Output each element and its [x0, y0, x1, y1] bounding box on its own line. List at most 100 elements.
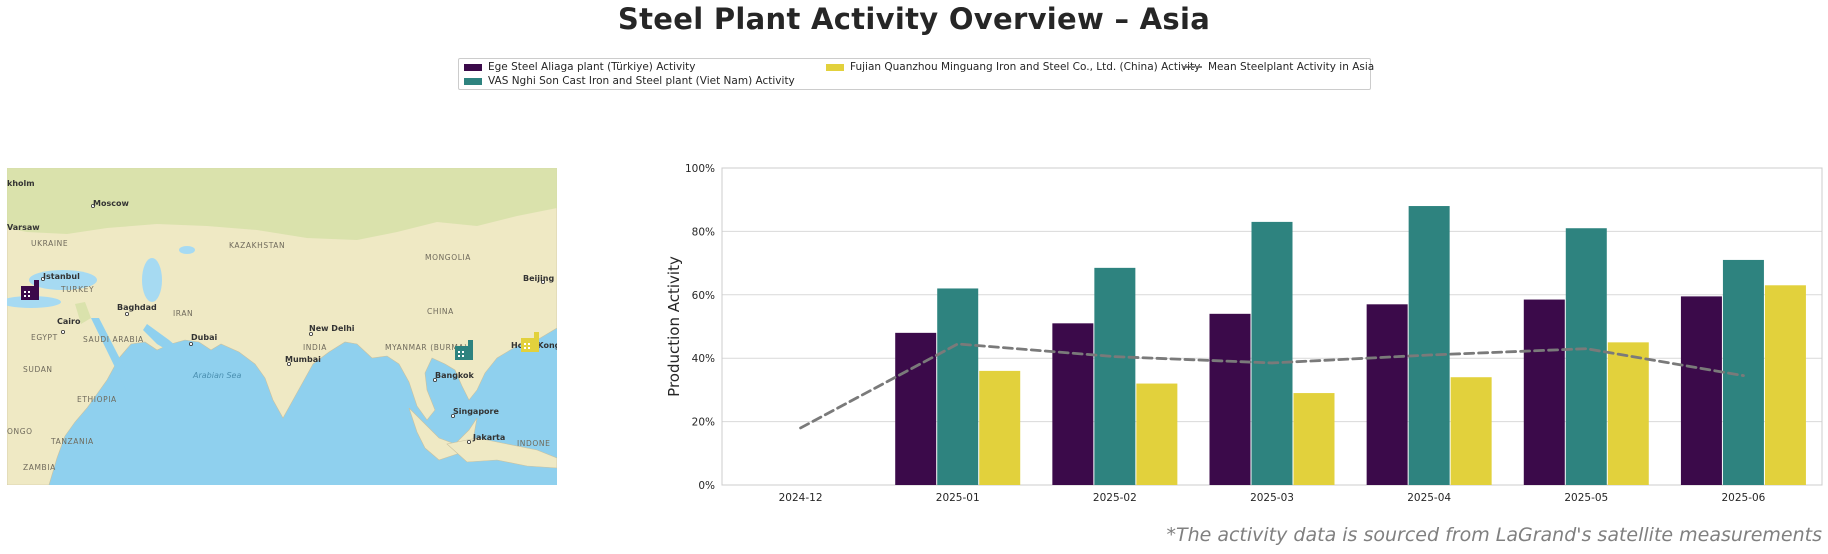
map-city-labels: kholm Moscow Varsaw UKRAINE KAZAKHSTAN M… [7, 179, 557, 472]
y-tick-label: 20% [692, 417, 715, 429]
legend-line-mean [1182, 66, 1202, 68]
bar-fujian [1607, 342, 1649, 485]
map-dot-bangkok [432, 377, 437, 382]
map-indonesia [446, 437, 557, 469]
page-title: Steel Plant Activity Overview – Asia [617, 2, 1211, 36]
map-aral-sea [179, 246, 195, 254]
map-label-china: CHINA [427, 307, 454, 316]
map-label-saudi-arabia: SAUDI ARABIA [83, 335, 144, 344]
map-dot-cairo [61, 329, 66, 334]
factory-icon-ege [21, 280, 39, 300]
map-dot-baghdad [125, 311, 130, 316]
bar-vas [1408, 206, 1450, 486]
map-dot-moscow [91, 204, 96, 209]
map-label-istanbul: Istanbul [43, 272, 80, 281]
bar-fujian [1293, 393, 1335, 485]
y-tick-label: 0% [698, 480, 715, 492]
legend-label-ege: Ege Steel Aliaga plant (Türkiye) Activit… [488, 61, 696, 73]
map-landmass [7, 168, 557, 485]
y-tick-label: 80% [692, 226, 715, 238]
map-svg: kholm Moscow Varsaw UKRAINE KAZAKHSTAN M… [7, 168, 557, 485]
map-label-mongolia: MONGOLIA [425, 253, 471, 262]
map-dot-beijing [541, 280, 546, 285]
x-tick-label: 2025-06 [1721, 492, 1765, 504]
bar-vas [937, 288, 979, 485]
map-label-turkey: TURKEY [60, 285, 94, 294]
x-tick-label: 2025-01 [936, 492, 980, 504]
legend-label-vas: VAS Nghi Son Cast Iron and Steel plant (… [488, 75, 795, 87]
map-label-bangkok: Bangkok [435, 371, 475, 380]
map-red-sea [91, 318, 135, 392]
map-label-zambia: ZAMBIA [23, 463, 56, 472]
map-label-baghdad: Baghdad [117, 303, 157, 312]
chart-legend: Ege Steel Aliaga plant (Türkiye) Activit… [458, 58, 1374, 90]
mean-activity-line [799, 342, 1745, 430]
bar-ege [1052, 323, 1094, 485]
legend-item-ege: Ege Steel Aliaga plant (Türkiye) Activit… [464, 61, 695, 73]
y-tick-label: 60% [692, 290, 715, 302]
x-tick-label: 2024-12 [779, 492, 823, 504]
map-label-congo: ONGO [7, 427, 33, 436]
map-label-iran: IRAN [173, 309, 193, 318]
bar-ege [895, 332, 937, 485]
bar-vas [1251, 221, 1293, 485]
map-label-egypt: EGYPT [31, 333, 58, 342]
bar-fujian [1764, 285, 1806, 485]
y-axis-title: Production Activity [665, 256, 683, 397]
map-nile-delta [75, 302, 91, 324]
map-dot-singapore [450, 413, 455, 418]
map-label-ukraine: UKRAINE [31, 239, 68, 248]
legend-label-fujian: Fujian Quanzhou Minguang Iron and Steel … [850, 61, 1201, 73]
map-dot-new-delhi [308, 331, 313, 336]
asia-map: kholm Moscow Varsaw UKRAINE KAZAKHSTAN M… [7, 168, 557, 485]
y-tick-label: 40% [692, 353, 715, 365]
map-label-beijing: Beijing [523, 274, 554, 283]
legend-label-mean: Mean Steelplant Activity in Asia [1208, 61, 1375, 73]
legend-item-mean: Mean Steelplant Activity in Asia [1182, 61, 1374, 73]
legend-swatch-fujian [826, 63, 844, 71]
factory-icon-vas [455, 340, 473, 360]
x-tick-label: 2025-04 [1407, 492, 1451, 504]
bar-vas [1565, 228, 1607, 486]
map-label-dubai: Dubai [191, 333, 217, 342]
bar-fujian [1136, 383, 1178, 485]
legend-swatch-ege [464, 63, 482, 71]
bar-ege [1209, 313, 1251, 485]
legend-item-fujian: Fujian Quanzhou Minguang Iron and Steel … [826, 61, 1200, 73]
bar-fujian [979, 370, 1021, 485]
legend-item-vas: VAS Nghi Son Cast Iron and Steel plant (… [464, 75, 795, 87]
bar-fujian [1450, 377, 1492, 485]
map-black-sea [29, 270, 97, 290]
map-label-warsaw: Varsaw [7, 223, 40, 232]
map-label-new-delhi: New Delhi [309, 324, 355, 333]
map-caspian-sea [142, 258, 162, 302]
x-tick-label: 2025-02 [1093, 492, 1137, 504]
map-label-kazakhstan: KAZAKHSTAN [229, 241, 285, 250]
x-tick-label: 2025-05 [1564, 492, 1608, 504]
bar-ege [1366, 304, 1408, 485]
map-label-cairo: Cairo [57, 317, 81, 326]
map-persian-gulf [143, 324, 183, 356]
map-label-stockholm: kholm [7, 179, 35, 188]
map-dot-jakarta [466, 439, 471, 444]
x-tick-label: 2025-03 [1250, 492, 1294, 504]
map-dot-istanbul [41, 277, 46, 282]
y-tick-label: 100% [685, 163, 715, 175]
map-dot-dubai [188, 341, 193, 346]
map-label-jakarta: Jakarta [472, 433, 505, 442]
map-label-singapore: Singapore [453, 407, 499, 416]
map-label-ethiopia: ETHIOPIA [77, 395, 117, 404]
legend-swatch-vas [464, 77, 482, 85]
map-label-mumbai: Mumbai [285, 355, 321, 364]
bar-ege [1523, 299, 1565, 485]
factory-icon-fujian [521, 332, 539, 352]
map-label-tanzania: TANZANIA [50, 437, 94, 446]
map-label-moscow: Moscow [93, 199, 129, 208]
map-label-arabian-sea: Arabian Sea [192, 371, 241, 380]
map-steppe [7, 168, 557, 240]
map-label-sudan: SUDAN [23, 365, 53, 374]
bar-vas [1094, 267, 1136, 485]
bar-ege [1680, 296, 1722, 485]
map-dot-mumbai [286, 361, 291, 366]
